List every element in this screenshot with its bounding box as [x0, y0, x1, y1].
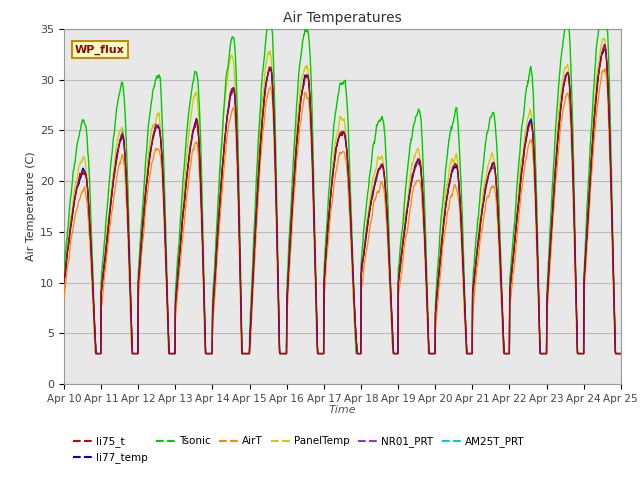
- Title: Air Temperatures: Air Temperatures: [283, 11, 402, 25]
- Y-axis label: Air Temperature (C): Air Temperature (C): [26, 152, 36, 261]
- X-axis label: Time: Time: [328, 405, 356, 415]
- Legend: li75_t, li77_temp, Tsonic, AirT, PanelTemp, NR01_PRT, AM25T_PRT: li75_t, li77_temp, Tsonic, AirT, PanelTe…: [69, 432, 529, 468]
- Text: WP_flux: WP_flux: [75, 45, 125, 55]
